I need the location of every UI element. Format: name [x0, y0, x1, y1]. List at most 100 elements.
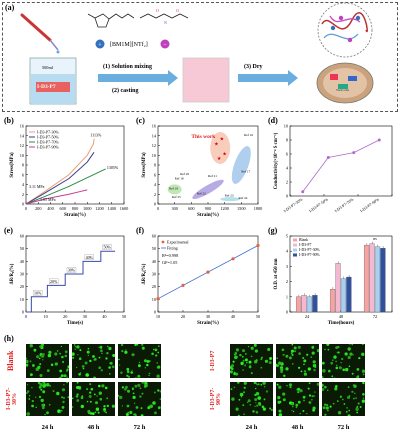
data-point-star: ★	[217, 156, 222, 162]
y-tick-label: 12	[152, 143, 156, 148]
x-tick-label: 1200	[95, 206, 104, 211]
x-tick-label: 600	[60, 206, 66, 211]
category-label: 72	[373, 314, 377, 319]
data-point	[156, 297, 160, 301]
data-point	[256, 243, 260, 248]
step-label: 40%	[86, 255, 94, 260]
legend-swatch	[293, 253, 297, 257]
ref-label: Ref 24	[239, 196, 248, 200]
data-point	[231, 257, 235, 261]
y-tick-label: 20	[20, 284, 24, 289]
y-tick-label: 60	[20, 234, 24, 239]
y-tick-label: 4	[286, 249, 289, 254]
x-tick-label: 0	[25, 206, 27, 211]
bar	[301, 295, 307, 313]
bar	[295, 296, 302, 313]
y-axis-label: Stress(MPa)	[10, 152, 15, 178]
fluorescence-image	[118, 382, 161, 416]
y-tick-label: 4	[154, 182, 157, 187]
y-tick-label: 50	[152, 246, 156, 251]
fluorescence-image	[230, 382, 273, 416]
category-label: I-D3-P7-30%	[283, 196, 304, 213]
category-label: I-D3-P7-70%	[334, 196, 355, 213]
x-tick-label: 200	[35, 206, 41, 211]
data-point-star: ★	[220, 137, 225, 143]
y-tick-label: 0	[286, 310, 288, 315]
legend-swatch	[293, 248, 297, 252]
step3-label: (3) Dry	[244, 64, 263, 70]
category-label: 24	[305, 314, 310, 319]
process-arrow-2	[238, 70, 298, 86]
panel-c-label: (c)	[136, 116, 145, 125]
y-tick-label: 0	[22, 310, 24, 315]
category-label: 48	[339, 314, 343, 319]
legend-entry: Experimental	[167, 240, 189, 245]
process-arrow-1	[98, 70, 178, 86]
x-tick-label: 10	[156, 314, 160, 319]
y-tick-label: 0	[22, 202, 24, 207]
y-tick-label: 6	[22, 172, 25, 177]
chart-title: This work	[191, 134, 216, 140]
x-tick-label: 30	[206, 314, 210, 319]
category-label: I-D3-P7-50%	[308, 196, 329, 213]
bar	[306, 296, 313, 313]
y-tick-label: 30	[20, 272, 24, 277]
y-tick-label: 60	[152, 234, 156, 239]
film-square	[182, 57, 230, 103]
y-tick-label: 0	[154, 202, 156, 207]
ref-label: Ref 20	[180, 172, 189, 176]
x-tick-label: 1200	[220, 206, 229, 211]
ref-label: Ref 19	[169, 186, 178, 190]
bar	[363, 244, 370, 313]
ref-region	[167, 184, 182, 195]
data-point	[301, 190, 305, 194]
y-tick-label: 3	[286, 264, 288, 269]
y-tick-label: 4	[286, 166, 289, 171]
row-label: I-D3-P7	[210, 350, 216, 372]
y-tick-label: 10	[152, 153, 156, 158]
step-label: 30%	[68, 267, 76, 272]
panel-e-label: (e)	[4, 226, 13, 235]
legend-entry: I-D3-P7-90%	[299, 253, 321, 257]
x-tick-label: 50	[122, 314, 126, 319]
annotation: R²=0.998	[162, 253, 178, 258]
step-label: 50%	[103, 245, 111, 250]
ref-label: Ref 25	[172, 195, 181, 199]
legend-entry: I-D3-P7-30%	[299, 248, 321, 252]
legend-swatch	[293, 243, 297, 247]
x-tick-label: 40	[231, 314, 235, 319]
svg-text:O: O	[176, 8, 179, 13]
bar	[312, 295, 318, 313]
series-line-I-D3-P7-70%	[25, 168, 106, 205]
data-point	[326, 156, 330, 159]
legend-entry: I-D3-P7-50%	[37, 135, 59, 140]
panel-g-label: (g)	[268, 226, 278, 235]
y-axis-label: ΔR/R₀(%)	[142, 263, 147, 284]
step-box	[32, 290, 43, 296]
x-axis-label: Time(hours)	[328, 321, 355, 326]
y-tick-label: 20	[152, 284, 156, 289]
legend-entry: I-D3-P7-90%	[37, 145, 59, 150]
fluorescence-image	[26, 382, 69, 416]
panel-a-schematic: + O O N −	[20, 2, 374, 105]
x-tick-label: 300	[171, 206, 177, 211]
y-tick-label: 10	[20, 153, 24, 158]
row-label: Blank	[6, 350, 15, 372]
step-label: 20%	[50, 279, 58, 284]
x-tick-label: 600	[188, 206, 194, 211]
bar	[374, 246, 381, 313]
bar	[329, 289, 336, 313]
legend-marker	[161, 240, 165, 244]
svg-text:−: −	[163, 42, 167, 48]
ref-label: Ref 16	[244, 133, 253, 137]
bar	[346, 276, 352, 313]
beaker-icon	[29, 57, 77, 105]
annotation: 3.11 MPa	[29, 184, 45, 189]
bar	[380, 248, 386, 313]
polymer-network-icon	[317, 2, 373, 58]
anion-structure-icon: O O N −	[139, 8, 189, 49]
bar	[369, 243, 375, 313]
legend-entry: Blank	[299, 238, 308, 242]
gauge-factor-chart: 10 20 30 40 500102030405060Strain(%)ΔR/R₀(%)…	[142, 234, 260, 327]
y-tick-label: 10	[20, 297, 24, 302]
